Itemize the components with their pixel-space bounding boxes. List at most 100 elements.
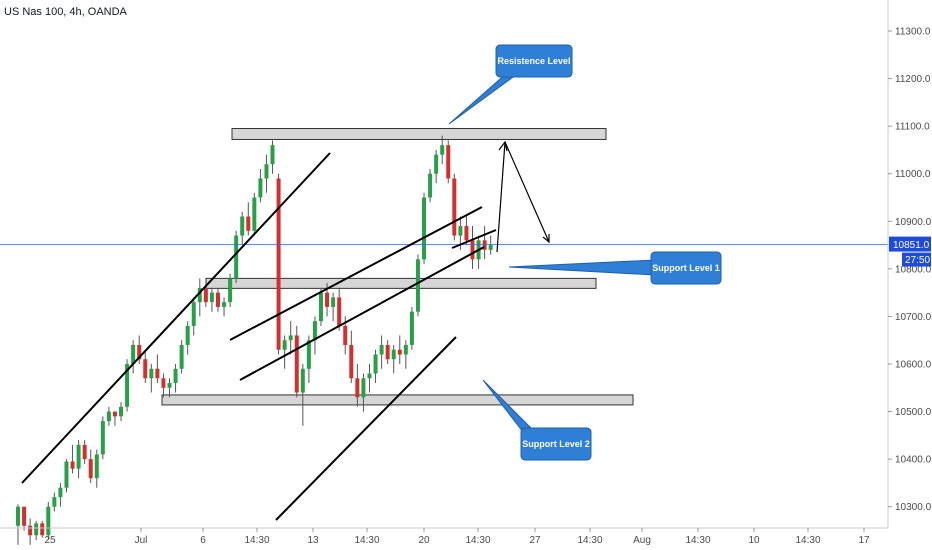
y-tick-label: 10500.0	[895, 407, 932, 418]
y-tick-label: 11100.0	[895, 122, 930, 133]
candle-body	[161, 378, 166, 388]
candle-body	[470, 240, 475, 260]
candle-body	[391, 349, 396, 360]
arrowhead	[542, 234, 550, 244]
candle-body	[325, 292, 330, 307]
candle-body	[76, 444, 81, 469]
y-axis: 10300.0 10400.0 10500.0 10600.0 10700.0 10800…	[887, 0, 932, 528]
candle-body	[185, 325, 190, 345]
callout-box	[495, 44, 573, 78]
candle-body	[488, 244, 493, 250]
y-tick-label: 10700.0	[895, 312, 932, 323]
y-tick-label: 10600.0	[895, 359, 932, 370]
y-tick-label: 11300.0	[895, 27, 931, 38]
candle-body	[306, 340, 311, 369]
x-tick-label: Aug	[633, 535, 651, 546]
candle-body	[94, 454, 99, 479]
candles-layer	[16, 135, 493, 545]
candle-body	[319, 292, 323, 322]
countdown-badge	[902, 252, 931, 267]
trendline	[239, 246, 485, 381]
candle-body	[409, 311, 414, 345]
candle-body	[331, 297, 336, 307]
candle-body	[270, 145, 275, 165]
candle-body	[458, 226, 463, 236]
zone-box	[205, 277, 597, 289]
candle-body	[403, 344, 408, 355]
candle-body	[82, 444, 87, 460]
trendline	[275, 336, 457, 521]
candle-body	[294, 335, 299, 393]
candle-body	[464, 226, 469, 241]
projection-path	[496, 141, 550, 253]
candle-body	[125, 363, 130, 407]
x-tick-label: 10	[748, 535, 760, 546]
y-tick-label: 11200.0	[895, 74, 931, 85]
candle-body	[276, 178, 281, 350]
x-tick-label: 14:30	[465, 535, 490, 546]
y-tick-label: 10300.0	[895, 502, 932, 513]
x-tick-label: 14:30	[795, 535, 820, 546]
candle-body	[434, 154, 439, 174]
price-badge-value: 10851.0	[893, 240, 930, 251]
candle-body	[197, 287, 202, 303]
candle-body	[385, 344, 390, 360]
candle-body	[46, 506, 51, 536]
candle-body	[428, 173, 433, 198]
candle-body	[361, 378, 366, 398]
candle-body	[349, 344, 354, 379]
price-badges: 10851.0 27:50	[889, 236, 931, 267]
candle-body	[379, 344, 384, 355]
trendline	[229, 206, 483, 341]
candle-body	[100, 421, 105, 455]
callout-pointer	[448, 71, 522, 125]
candle-body	[222, 302, 227, 307]
callout-box	[520, 427, 592, 461]
zone-box	[231, 128, 607, 140]
x-tick-label: 27	[529, 535, 541, 546]
candle-body	[58, 487, 63, 498]
y-tick-label: 10900.0	[895, 217, 932, 228]
candle-body	[137, 344, 142, 360]
trendline	[21, 152, 331, 484]
x-tick-label: 14:30	[577, 535, 602, 546]
candle-body	[440, 145, 445, 155]
candle-body	[22, 506, 27, 526]
zones-layer	[161, 128, 634, 406]
candle-body	[300, 368, 305, 393]
candle-body	[258, 178, 263, 198]
candle-body	[422, 197, 427, 260]
callout-support-2: Support Level 2	[482, 379, 592, 461]
candle-body	[264, 164, 269, 179]
candle-body	[355, 378, 360, 398]
candle-body	[367, 373, 372, 379]
x-tick-label: 25	[44, 535, 56, 546]
callout-pointer	[508, 259, 656, 276]
candle-body	[112, 411, 117, 417]
candle-body	[240, 216, 245, 236]
x-tick-label: 14:30	[244, 535, 269, 546]
candle-body	[482, 240, 487, 250]
callout-label: Resistence Level	[497, 56, 570, 66]
candle-body	[288, 335, 293, 341]
candle-body	[70, 461, 75, 469]
candle-body	[149, 368, 154, 379]
candle-body	[312, 321, 317, 341]
candle-body	[234, 235, 239, 279]
x-axis: 25 Jul 6 14:30 13 14:30 20 14:30 27 14:30 Aug 14:30…	[0, 527, 888, 546]
candle-body	[415, 259, 420, 312]
callout-resistance: Resistence Level	[448, 44, 573, 125]
candle-body	[343, 325, 348, 345]
x-tick-label: 13	[307, 535, 319, 546]
callout-pointer	[482, 379, 537, 433]
candle-body	[173, 368, 178, 384]
trendlines-layer	[0, 140, 888, 521]
candle-body	[52, 497, 57, 507]
candle-body	[119, 406, 124, 417]
candle-body	[252, 197, 257, 231]
x-tick-label: 17	[858, 535, 870, 546]
candle-body	[106, 411, 111, 422]
candle-body	[209, 292, 214, 303]
candle-body	[16, 506, 20, 526]
